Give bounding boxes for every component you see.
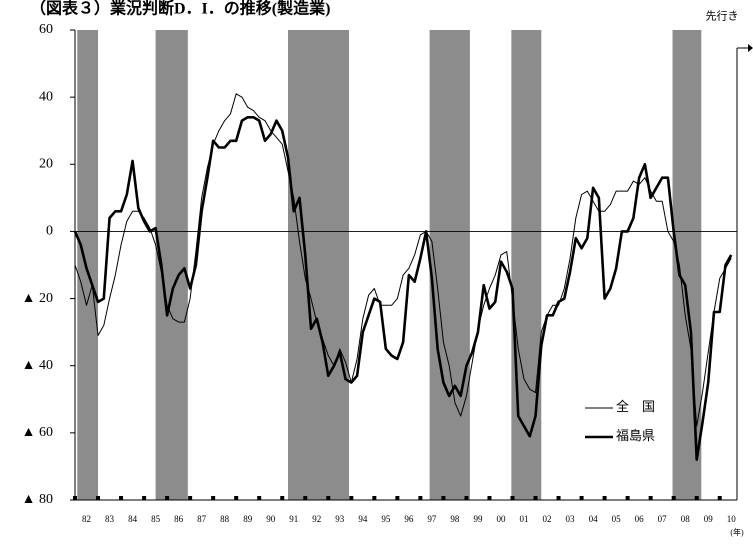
x-tick-label: 97: [427, 514, 437, 524]
year-marker: [602, 496, 607, 500]
shaded-period: [429, 30, 470, 500]
year-marker: [395, 496, 400, 500]
year-marker: [188, 496, 193, 500]
y-tick-label: ▲ 60: [22, 425, 53, 440]
year-marker: [280, 496, 285, 500]
year-marker: [694, 496, 699, 500]
year-marker: [211, 496, 216, 500]
year-marker: [510, 496, 515, 500]
x-tick-label: 90: [266, 514, 276, 524]
x-tick-label: 06: [635, 514, 645, 524]
x-tick-label: 01: [520, 514, 529, 524]
series-line: [73, 115, 733, 462]
y-tick-label: 20: [39, 157, 53, 172]
year-marker: [556, 496, 561, 500]
series-line: [74, 93, 732, 427]
x-tick-label: 95: [381, 514, 391, 524]
x-tick-label: 91: [289, 514, 298, 524]
year-marker: [671, 496, 676, 500]
forecast-label: 先行き: [706, 10, 739, 23]
year-marker: [717, 496, 722, 500]
y-tick-label: ▲ 20: [22, 291, 53, 306]
y-tick-label: 60: [39, 22, 53, 37]
year-marker: [326, 496, 331, 500]
year-marker: [625, 496, 630, 500]
shaded-period: [287, 30, 350, 500]
year-marker: [165, 496, 170, 500]
x-tick-label: 83: [105, 514, 115, 524]
x-tick-label: 93: [335, 514, 345, 524]
x-tick-label: 85: [151, 514, 161, 524]
x-tick-label: 07: [658, 514, 668, 524]
shaded-period: [77, 30, 99, 500]
x-tick-label: 03: [566, 514, 576, 524]
x-tick-label: 84: [128, 514, 138, 524]
year-marker: [372, 496, 377, 500]
year-marker: [349, 496, 354, 500]
year-marker: [257, 496, 262, 500]
year-marker: [579, 496, 584, 500]
x-tick-label: 92: [312, 514, 321, 524]
year-marker: [441, 496, 446, 500]
year-marker: [648, 496, 653, 500]
x-tick-label: 89: [243, 514, 253, 524]
year-marker: [119, 496, 124, 500]
y-tick-label: ▲ 80: [22, 492, 53, 507]
year-marker: [464, 496, 469, 500]
y-tick-label: 40: [39, 89, 53, 104]
x-tick-label: 96: [404, 514, 414, 524]
year-marker: [142, 496, 147, 500]
legend-label: 全 国: [616, 399, 655, 414]
x-tick-label: 99: [473, 514, 483, 524]
legend-label: 福島県: [616, 428, 655, 443]
x-tick-label: 05: [612, 514, 622, 524]
x-tick-label: 98: [450, 514, 460, 524]
chart-title: （図表３）業況判断D．I．の推移(製造業): [30, 0, 330, 18]
x-tick-label: 86: [174, 514, 184, 524]
x-tick-label: 09: [704, 514, 714, 524]
x-tick-label: 94: [358, 514, 368, 524]
year-marker: [96, 496, 101, 500]
year-marker: [418, 496, 423, 500]
x-tick-label: 00: [496, 514, 506, 524]
x-unit: (年): [730, 527, 744, 537]
year-marker: [73, 496, 77, 500]
x-tick-label: 08: [681, 514, 691, 524]
x-tick-label: 87: [197, 514, 207, 524]
year-marker: [533, 496, 538, 500]
year-marker: [234, 496, 239, 500]
year-marker: [303, 496, 308, 500]
x-tick-label: 02: [543, 514, 552, 524]
y-tick-label: 0: [46, 224, 53, 239]
x-tick-label: 10: [727, 514, 737, 524]
x-tick-label: 04: [589, 514, 599, 524]
x-tick-label: 82: [82, 514, 91, 524]
y-tick-label: ▲ 40: [22, 358, 53, 373]
forecast-arrow-head: [748, 44, 753, 52]
shaded-period: [511, 30, 542, 500]
x-tick-label: 88: [220, 514, 230, 524]
year-marker: [487, 496, 492, 500]
